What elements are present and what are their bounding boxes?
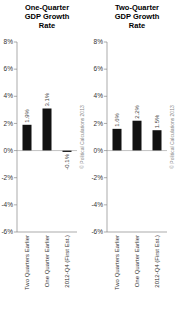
y-tick [14, 177, 17, 178]
y-tick [104, 69, 107, 70]
x-axis [107, 232, 167, 233]
bar [113, 129, 122, 151]
y-tick-label: 2% [4, 120, 14, 127]
title-line: Rate [39, 21, 55, 30]
data-label: -0.1% [64, 153, 70, 169]
category-label: One Quarter Earlier [134, 235, 140, 287]
title-line: Rate [129, 21, 145, 30]
y-tick [104, 96, 107, 97]
y-tick-label: 8% [4, 38, 14, 45]
title-line: One-Quarter [25, 3, 69, 12]
title-line: GDP Growth [115, 12, 160, 21]
y-tick [14, 42, 17, 43]
y-axis [107, 42, 108, 232]
zero-line [107, 150, 167, 151]
y-tick-label: 6% [94, 65, 104, 72]
y-tick [104, 177, 107, 178]
category-label: Two Quarters Earlier [114, 235, 120, 290]
data-label: 3.1% [44, 92, 50, 106]
category-label: 2012-Q4 (First Est.) [154, 235, 160, 288]
x-axis [17, 232, 77, 233]
bar [43, 109, 52, 151]
y-tick-label: 0% [4, 147, 14, 154]
annotation: © Political Calculations 2013 [169, 105, 175, 169]
y-tick [104, 123, 107, 124]
data-label: 1.6% [114, 113, 120, 127]
annotation: © Political Calculations 2013 [79, 105, 85, 169]
title: One-QuarterGDP GrowthRate [25, 3, 70, 30]
title-line: Two-Quarter [115, 3, 159, 12]
y-axis [17, 42, 18, 232]
panel: Two-QuarterGDP GrowthRate -6% -4% -2% 0% 2% 4%… [91, 3, 175, 290]
y-tick-label: 0% [94, 147, 104, 154]
y-tick [14, 69, 17, 70]
zero-line [17, 150, 77, 151]
y-tick-label: 2% [94, 120, 104, 127]
y-tick-label: 8% [94, 38, 104, 45]
chart: One-QuarterGDP GrowthRate-6%-4%-2%0%2%4%… [0, 0, 181, 320]
title: Two-QuarterGDP GrowthRate [115, 3, 160, 30]
y-tick-label: 4% [4, 92, 14, 99]
y-tick-label: -6% [1, 228, 13, 235]
bar [23, 125, 32, 151]
y-tick [104, 232, 107, 233]
bar [133, 121, 142, 151]
y-tick [104, 42, 107, 43]
bar [153, 130, 162, 150]
title-line: GDP Growth [25, 12, 70, 21]
y-tick-label: -6% [91, 228, 103, 235]
panel: One-QuarterGDP GrowthRate -6% -4% -2% 0% 2% 4%… [1, 3, 85, 290]
y-tick [104, 150, 107, 151]
y-tick-label: 4% [94, 92, 104, 99]
y-tick [14, 150, 17, 151]
y-tick-label: 6% [4, 65, 14, 72]
y-tick [14, 96, 17, 97]
data-label: 2.2% [134, 104, 140, 118]
y-tick [14, 232, 17, 233]
y-tick-label: -4% [91, 201, 103, 208]
bars [23, 109, 72, 152]
category-label: 2012-Q4 (First Est.) [64, 235, 70, 288]
data-label: 1.9% [24, 108, 30, 122]
y-tick-label: -4% [1, 201, 13, 208]
y-tick-label: -2% [91, 174, 103, 181]
y-tick [14, 204, 17, 205]
y-tick-label: -2% [1, 174, 13, 181]
data-label: 1.5% [154, 114, 160, 128]
y-tick [104, 204, 107, 205]
y-tick [14, 123, 17, 124]
category-label: Two Quarters Earlier [24, 235, 30, 290]
category-label: One Quarter Earlier [44, 235, 50, 287]
